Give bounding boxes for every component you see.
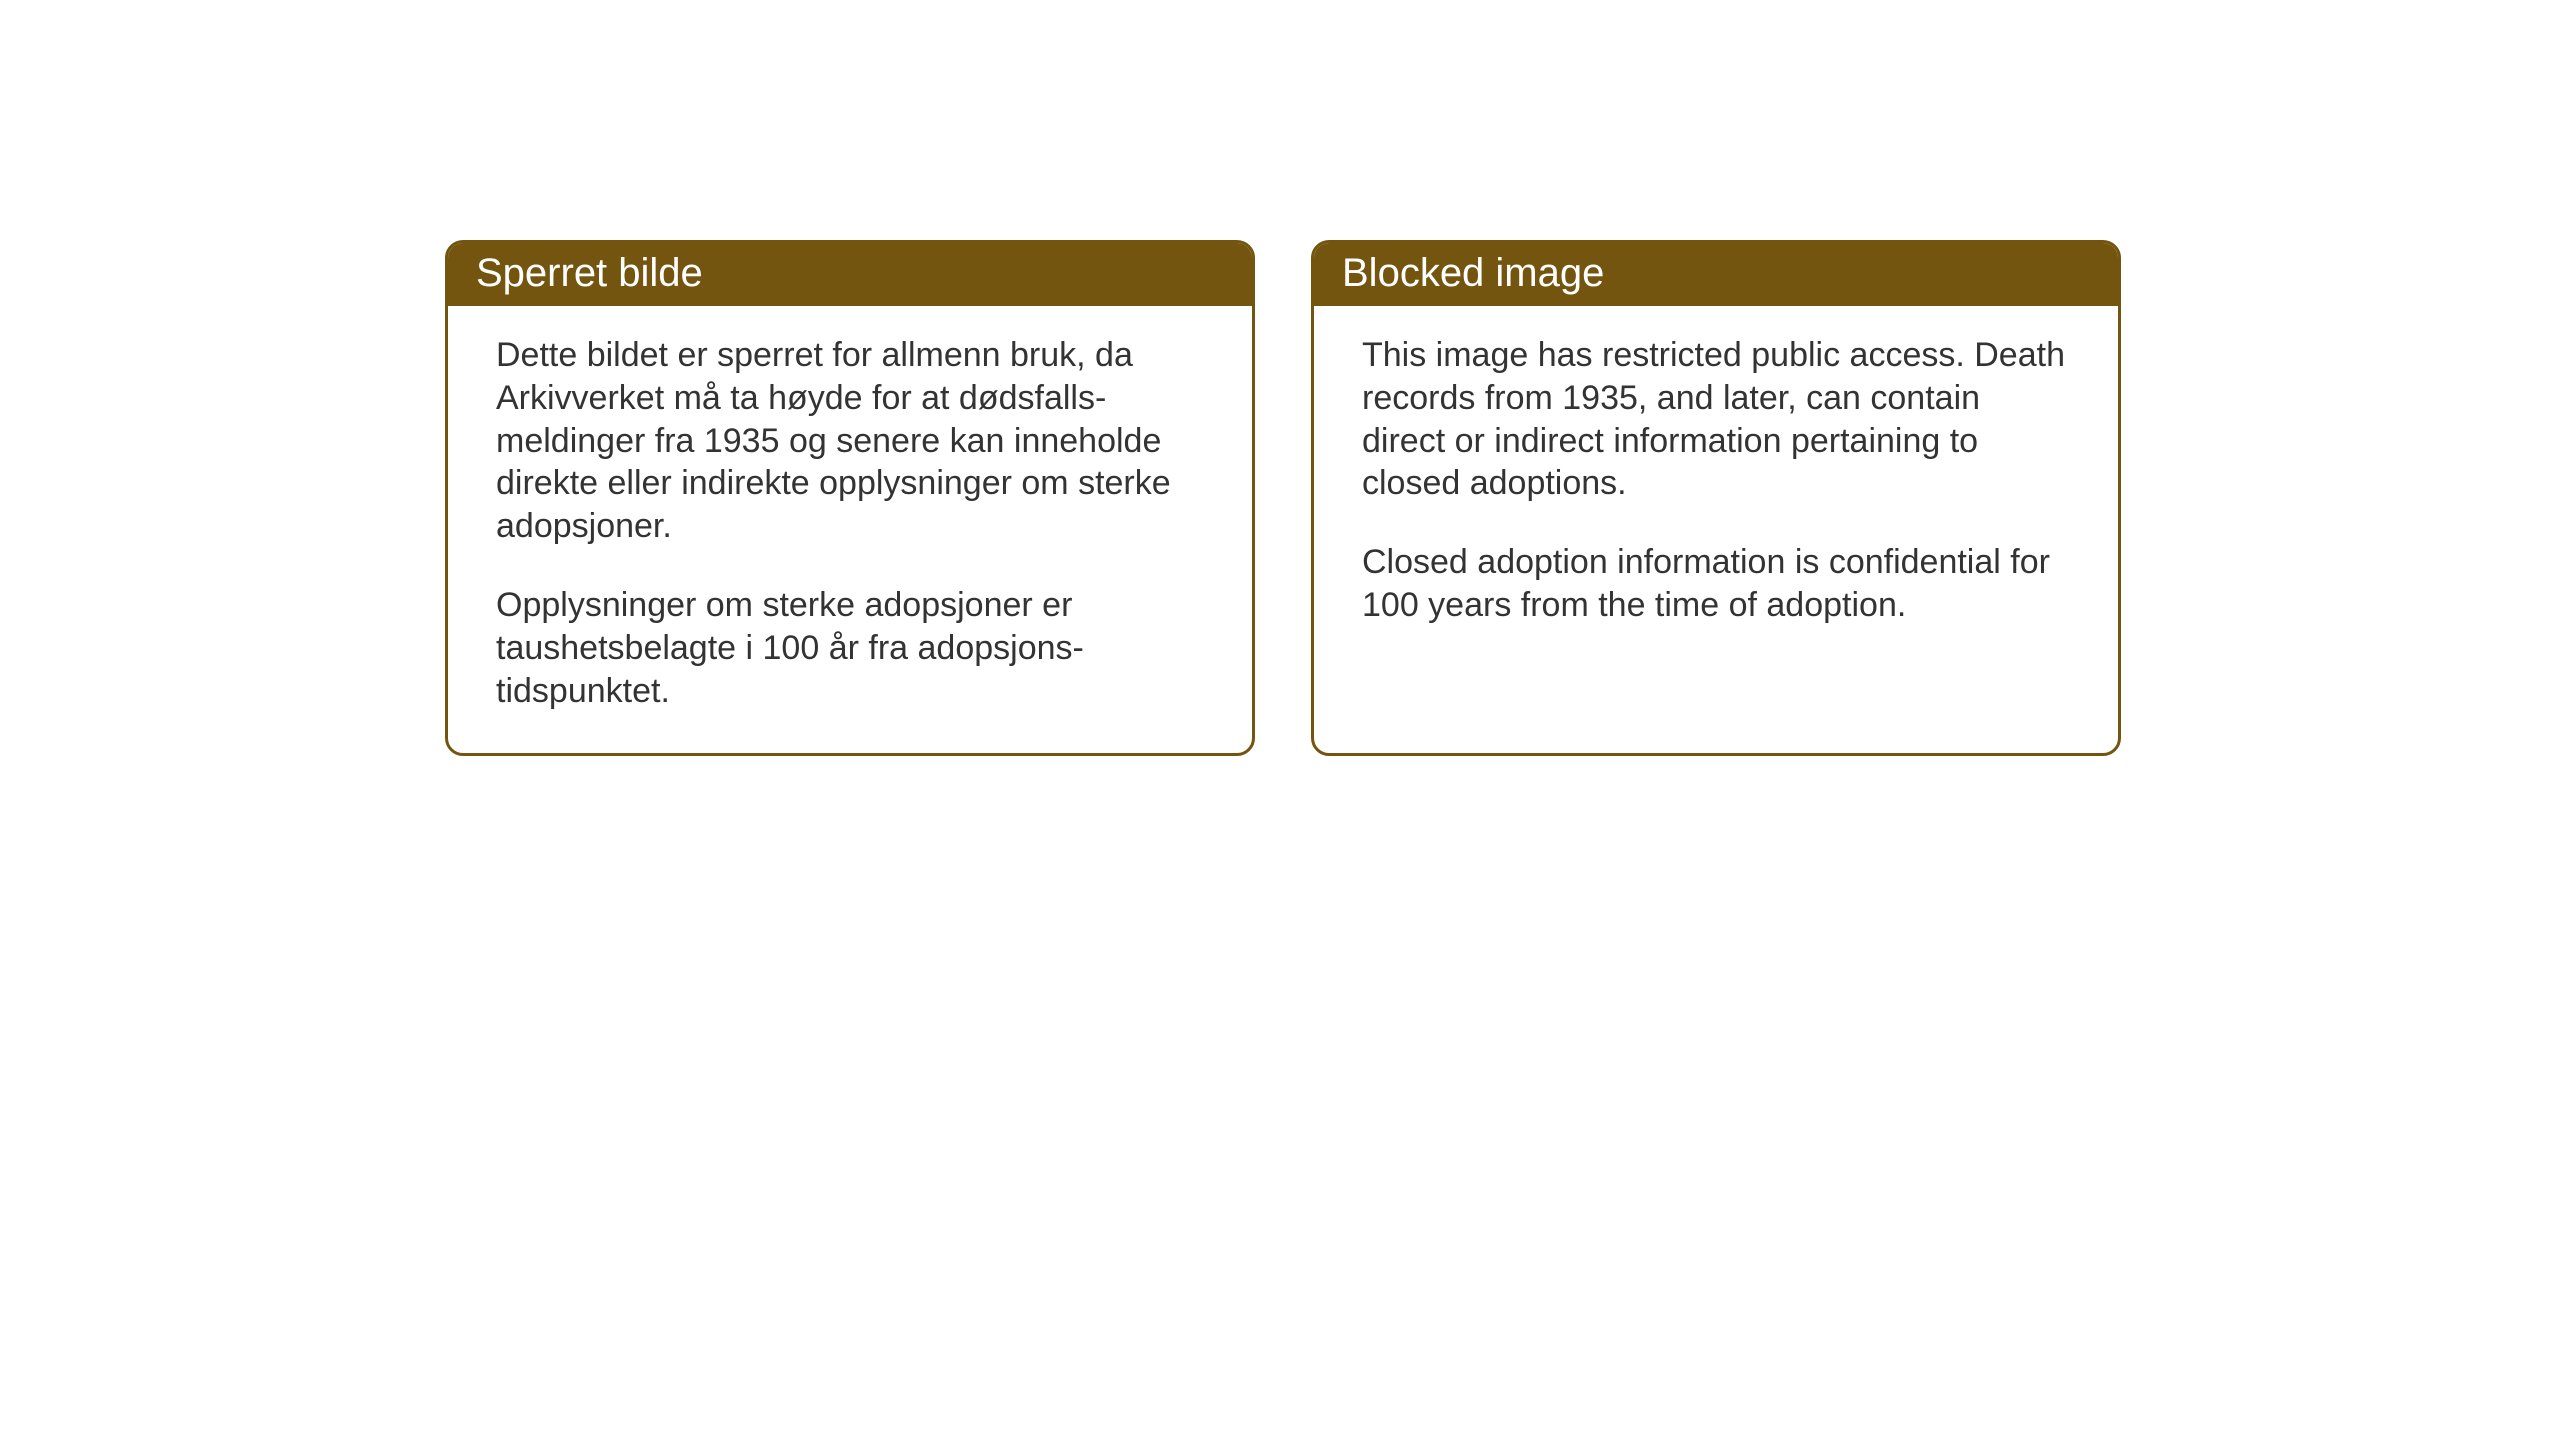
notice-title-norwegian: Sperret bilde xyxy=(448,243,1252,306)
notice-paragraph: Opplysninger om sterke adopsjoner er tau… xyxy=(496,584,1204,712)
notice-title-english: Blocked image xyxy=(1314,243,2118,306)
notice-body-norwegian: Dette bildet er sperret for allmenn bruk… xyxy=(448,306,1252,753)
notice-paragraph: This image has restricted public access.… xyxy=(1362,334,2070,505)
notice-container: Sperret bilde Dette bildet er sperret fo… xyxy=(445,240,2121,756)
notice-paragraph: Dette bildet er sperret for allmenn bruk… xyxy=(496,334,1204,548)
notice-card-norwegian: Sperret bilde Dette bildet er sperret fo… xyxy=(445,240,1255,756)
notice-body-english: This image has restricted public access.… xyxy=(1314,306,2118,667)
notice-paragraph: Closed adoption information is confident… xyxy=(1362,541,2070,627)
notice-card-english: Blocked image This image has restricted … xyxy=(1311,240,2121,756)
